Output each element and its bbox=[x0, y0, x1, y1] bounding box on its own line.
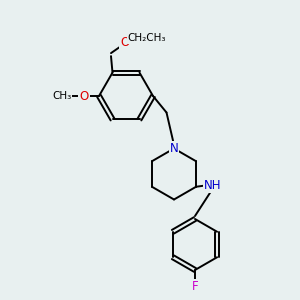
Text: CH₃: CH₃ bbox=[52, 91, 71, 101]
Text: O: O bbox=[80, 89, 88, 103]
Text: N: N bbox=[169, 142, 178, 155]
Text: O: O bbox=[120, 36, 129, 49]
Text: CH₂CH₃: CH₂CH₃ bbox=[128, 33, 166, 43]
Text: F: F bbox=[192, 280, 198, 293]
Text: NH: NH bbox=[204, 179, 221, 192]
